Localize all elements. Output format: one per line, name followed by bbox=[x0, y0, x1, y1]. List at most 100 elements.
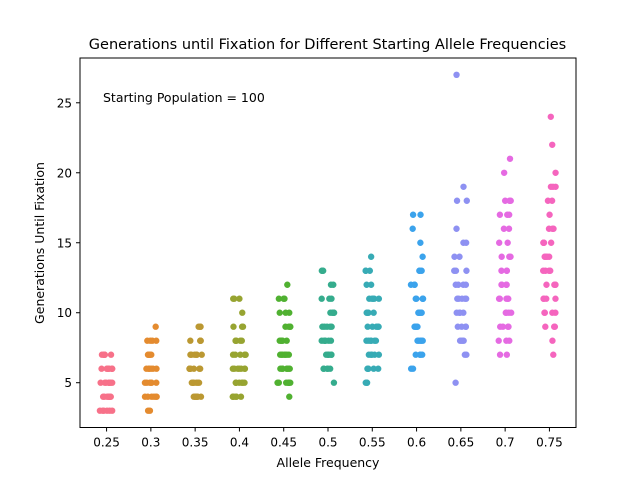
data-point bbox=[462, 323, 470, 330]
data-point bbox=[97, 379, 104, 386]
data-point bbox=[416, 267, 423, 274]
data-point bbox=[409, 211, 417, 218]
data-point bbox=[326, 295, 333, 302]
data-point bbox=[322, 351, 330, 358]
data-point bbox=[504, 323, 512, 330]
data-point bbox=[540, 239, 548, 246]
data-point bbox=[499, 323, 507, 330]
data-point bbox=[365, 337, 372, 344]
data-point bbox=[232, 379, 240, 386]
data-point bbox=[100, 351, 108, 358]
data-point bbox=[236, 295, 243, 302]
data-point bbox=[238, 323, 246, 330]
data-point bbox=[144, 393, 152, 400]
data-point bbox=[543, 281, 550, 288]
data-point bbox=[365, 365, 372, 372]
data-point bbox=[198, 351, 205, 358]
data-point bbox=[144, 407, 152, 414]
data-point bbox=[542, 323, 549, 330]
data-point bbox=[239, 309, 246, 316]
data-point bbox=[498, 267, 505, 274]
data-point bbox=[409, 365, 417, 372]
data-point bbox=[281, 295, 288, 302]
data-point bbox=[552, 295, 559, 302]
data-point bbox=[153, 379, 160, 386]
data-point bbox=[495, 337, 502, 344]
data-point bbox=[241, 379, 248, 386]
data-point bbox=[231, 295, 238, 302]
data-point bbox=[506, 197, 513, 204]
data-point bbox=[375, 351, 383, 358]
x-tick-label: 0.75 bbox=[536, 436, 563, 450]
data-point bbox=[195, 323, 202, 330]
data-point bbox=[276, 309, 283, 316]
data-point bbox=[153, 337, 160, 344]
data-point bbox=[282, 309, 289, 316]
x-axis-label: Allele Frequency bbox=[277, 455, 381, 470]
data-point bbox=[503, 295, 510, 302]
data-point bbox=[547, 113, 554, 120]
data-point bbox=[104, 365, 111, 372]
data-point bbox=[503, 351, 511, 358]
y-axis-label: Generations Until Fixation bbox=[32, 162, 47, 324]
data-point bbox=[147, 337, 154, 344]
data-point bbox=[287, 379, 294, 386]
data-point bbox=[451, 253, 458, 260]
data-point bbox=[541, 309, 548, 316]
data-point bbox=[195, 379, 203, 386]
x-tick-label: 0.55 bbox=[359, 436, 386, 450]
data-point bbox=[500, 225, 508, 232]
data-point bbox=[453, 225, 460, 232]
data-point bbox=[504, 239, 511, 246]
data-point bbox=[495, 295, 503, 302]
data-point bbox=[197, 393, 205, 400]
data-point bbox=[152, 393, 160, 400]
data-point bbox=[152, 323, 159, 330]
data-point bbox=[503, 267, 511, 274]
data-point bbox=[455, 281, 462, 288]
data-point bbox=[550, 323, 558, 330]
data-point bbox=[414, 323, 421, 330]
data-point bbox=[237, 337, 244, 344]
data-point bbox=[286, 393, 293, 400]
data-point bbox=[330, 281, 337, 288]
data-point bbox=[320, 365, 327, 372]
data-point bbox=[454, 323, 462, 330]
data-point bbox=[148, 351, 155, 358]
data-point bbox=[323, 323, 331, 330]
data-point bbox=[409, 225, 416, 232]
data-point bbox=[503, 281, 510, 288]
data-point bbox=[237, 393, 245, 400]
chart-title: Generations until Fixation for Different… bbox=[89, 37, 566, 53]
data-point bbox=[284, 281, 291, 288]
y-tick-label: 20 bbox=[57, 166, 72, 180]
data-point bbox=[362, 379, 369, 386]
data-point bbox=[197, 337, 204, 344]
data-point bbox=[547, 239, 555, 246]
data-point bbox=[237, 351, 244, 358]
data-point bbox=[549, 337, 556, 344]
data-point bbox=[326, 365, 334, 372]
data-point bbox=[368, 295, 376, 302]
data-point bbox=[187, 337, 194, 344]
y-axis-ticks: 5 10 15 20 25 bbox=[57, 96, 80, 390]
data-point bbox=[141, 379, 149, 386]
data-point bbox=[103, 407, 111, 414]
data-point bbox=[503, 337, 510, 344]
x-tick-label: 0.3 bbox=[141, 436, 160, 450]
data-point bbox=[462, 239, 470, 246]
data-point bbox=[552, 281, 559, 288]
data-point bbox=[330, 309, 338, 316]
data-point bbox=[285, 365, 292, 372]
data-point bbox=[462, 281, 470, 288]
data-point bbox=[275, 295, 283, 302]
data-point bbox=[463, 267, 470, 274]
data-point bbox=[463, 197, 470, 204]
x-tick-label: 0.4 bbox=[230, 436, 249, 450]
data-point bbox=[229, 393, 237, 400]
data-point bbox=[367, 281, 375, 288]
x-tick-label: 0.7 bbox=[496, 436, 515, 450]
data-point bbox=[102, 379, 110, 386]
y-tick-label: 5 bbox=[64, 376, 72, 390]
